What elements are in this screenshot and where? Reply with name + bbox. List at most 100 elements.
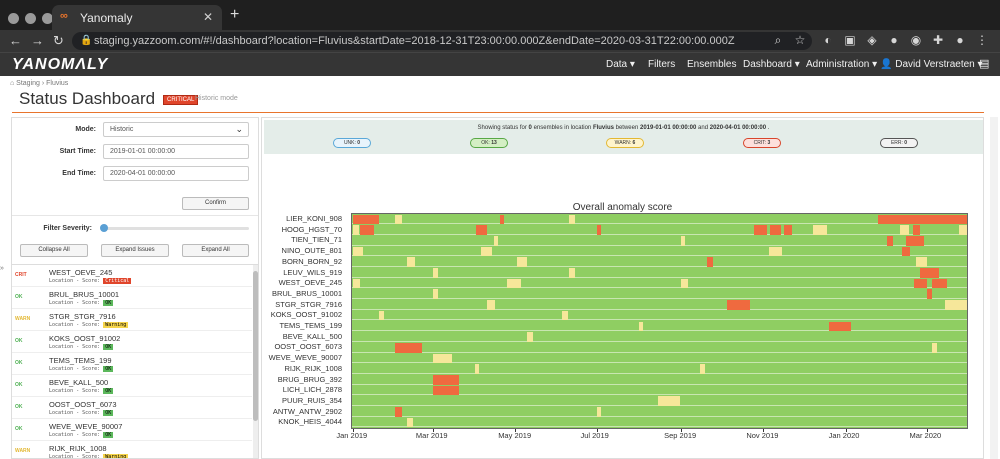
extension-icon[interactable]: ● bbox=[890, 33, 898, 47]
panel-toggle-icon[interactable]: » bbox=[0, 265, 4, 272]
address-bar[interactable]: 🔒 staging.yazzoom.com/#!/dashboard?locat… bbox=[72, 32, 812, 50]
anomaly-segment[interactable] bbox=[432, 268, 439, 278]
anomaly-segment[interactable] bbox=[658, 396, 680, 407]
profile-icon[interactable]: ● bbox=[956, 33, 964, 47]
anomaly-segment[interactable] bbox=[569, 214, 575, 225]
mode-select[interactable]: Historic ⌄ bbox=[103, 122, 249, 137]
heatmap-row[interactable] bbox=[352, 214, 967, 225]
ensemble-list-item[interactable]: OK BRUL_BRUS_10001 Location - Score: OK bbox=[12, 287, 252, 309]
ensemble-list-item[interactable]: OK OOST_OOST_6073 Location - Score: OK bbox=[12, 397, 252, 419]
anomaly-segment[interactable] bbox=[378, 310, 385, 321]
notes-icon[interactable]: ▤ bbox=[979, 58, 990, 70]
anomaly-segment[interactable] bbox=[395, 342, 423, 353]
anomaly-segment[interactable] bbox=[906, 235, 924, 246]
bookmark-star-icon[interactable]: ☆ bbox=[794, 33, 806, 47]
ensemble-list-item[interactable]: OK KOKS_OOST_91002 Location - Score: OK bbox=[12, 331, 252, 353]
heatmap-row[interactable] bbox=[352, 407, 967, 417]
extension-icon[interactable]: ▣ bbox=[844, 33, 856, 47]
severity-count-pill[interactable]: CRIT: 3 bbox=[743, 138, 781, 148]
browser-tab[interactable]: ∞ Yanomaly ✕ bbox=[52, 5, 222, 30]
anomaly-segment[interactable] bbox=[913, 225, 920, 235]
anomaly-segment[interactable] bbox=[699, 364, 706, 374]
extension-icon[interactable]: ◐ bbox=[824, 33, 832, 47]
menu-kebab-icon[interactable]: ⋮ bbox=[976, 33, 988, 47]
heatmap-row[interactable] bbox=[352, 364, 967, 374]
anomaly-segment[interactable] bbox=[474, 364, 479, 374]
breadcrumb[interactable]: ⌂ Staging › Fluvius bbox=[10, 80, 69, 87]
ensemble-list-item[interactable]: CRIT WEST_OEVE_245 Location - Score: Critic… bbox=[12, 265, 252, 287]
heatmap-row[interactable] bbox=[352, 278, 967, 289]
expand-issues-button[interactable]: Expand Issues bbox=[101, 244, 169, 257]
maximize-window-icon[interactable] bbox=[42, 13, 53, 24]
severity-count-pill[interactable]: WARN: 6 bbox=[606, 138, 644, 148]
anomaly-segment[interactable] bbox=[353, 278, 361, 289]
forward-icon[interactable]: → bbox=[31, 33, 44, 48]
anomaly-segment[interactable] bbox=[931, 278, 947, 289]
end-time-input[interactable]: 2020-04-01 00:00:00 bbox=[103, 166, 249, 181]
anomaly-segment[interactable] bbox=[569, 268, 575, 278]
anomaly-segment[interactable] bbox=[958, 225, 967, 235]
anomaly-segment[interactable] bbox=[945, 300, 967, 310]
anomaly-segment[interactable] bbox=[877, 214, 967, 225]
anomaly-segment[interactable] bbox=[527, 332, 533, 342]
puzzle-icon[interactable]: ✚ bbox=[932, 33, 944, 47]
scrollbar-thumb[interactable] bbox=[253, 271, 258, 421]
tab-close-icon[interactable]: ✕ bbox=[202, 10, 213, 24]
anomaly-segment[interactable] bbox=[597, 225, 602, 235]
anomaly-segment[interactable] bbox=[432, 289, 439, 300]
heatmap-row[interactable] bbox=[352, 225, 967, 235]
app-logo[interactable]: YANOMΛLY bbox=[12, 56, 109, 73]
minimize-window-icon[interactable] bbox=[25, 13, 36, 24]
list-scrollbar[interactable] bbox=[253, 265, 258, 458]
anomaly-segment[interactable] bbox=[753, 225, 768, 235]
extension-icon[interactable]: ◉ bbox=[910, 33, 922, 47]
anomaly-segment[interactable] bbox=[562, 310, 568, 321]
heatmap-row[interactable] bbox=[352, 257, 967, 267]
nav-ensembles[interactable]: Ensembles bbox=[687, 59, 737, 70]
anomaly-segment[interactable] bbox=[476, 225, 487, 235]
anomaly-segment[interactable] bbox=[915, 257, 927, 267]
heatmap-row[interactable] bbox=[352, 268, 967, 278]
ensemble-list[interactable]: CRIT WEST_OEVE_245 Location - Score: Critic… bbox=[12, 264, 258, 458]
new-tab-icon[interactable]: + bbox=[230, 6, 240, 23]
heatmap-row[interactable] bbox=[352, 300, 967, 310]
confirm-button[interactable]: Confirm bbox=[182, 197, 249, 210]
anomaly-segment[interactable] bbox=[813, 225, 827, 235]
heatmap-row[interactable] bbox=[352, 321, 967, 332]
anomaly-segment[interactable] bbox=[486, 300, 495, 310]
anomaly-segment[interactable] bbox=[597, 407, 602, 417]
anomaly-segment[interactable] bbox=[407, 417, 413, 428]
ensemble-list-item[interactable]: OK WEVE_WEVE_90007 Location - Score: OK bbox=[12, 419, 252, 441]
severity-slider-track[interactable] bbox=[103, 227, 249, 230]
anomaly-segment[interactable] bbox=[681, 278, 688, 289]
nav-user-menu[interactable]: 👤 David Verstraeten ▾ bbox=[880, 59, 983, 70]
anomaly-segment[interactable] bbox=[681, 235, 686, 246]
anomaly-segment[interactable] bbox=[353, 246, 363, 257]
heatmap-row[interactable] bbox=[352, 417, 967, 428]
ensemble-list-item[interactable]: OK BEVE_KALL_500 Location - Score: OK bbox=[12, 375, 252, 397]
anomaly-segment[interactable] bbox=[768, 246, 783, 257]
heatmap-row[interactable] bbox=[352, 289, 967, 300]
window-controls[interactable] bbox=[8, 11, 59, 29]
severity-count-pill[interactable]: UNK: 0 bbox=[333, 138, 371, 148]
ensemble-list-item[interactable]: WARN STGR_STGR_7916 Location - Score: Warni… bbox=[12, 309, 252, 331]
anomaly-segment[interactable] bbox=[931, 342, 938, 353]
anomaly-segment[interactable] bbox=[899, 225, 909, 235]
close-window-icon[interactable] bbox=[8, 13, 19, 24]
anomaly-segment[interactable] bbox=[902, 246, 911, 257]
severity-count-pill[interactable]: OK: 13 bbox=[470, 138, 508, 148]
anomaly-segment[interactable] bbox=[500, 214, 505, 225]
anomaly-segment[interactable] bbox=[726, 300, 750, 310]
reload-icon[interactable]: ↻ bbox=[53, 33, 64, 48]
zoom-icon[interactable]: ⌕ bbox=[774, 33, 782, 47]
heatmap-row[interactable] bbox=[352, 342, 967, 353]
anomaly-segment[interactable] bbox=[395, 214, 402, 225]
anomaly-segment[interactable] bbox=[783, 225, 792, 235]
ensemble-list-item[interactable]: WARN RIJK_RIJK_1008 Location - Score: Warni… bbox=[12, 441, 252, 458]
anomaly-segment[interactable] bbox=[432, 353, 452, 364]
anomaly-segment[interactable] bbox=[353, 214, 379, 225]
nav-data[interactable]: Data ▾ bbox=[606, 59, 635, 70]
anomaly-segment[interactable] bbox=[432, 385, 459, 396]
heatmap-row[interactable] bbox=[352, 375, 967, 385]
anomaly-segment[interactable] bbox=[919, 268, 939, 278]
